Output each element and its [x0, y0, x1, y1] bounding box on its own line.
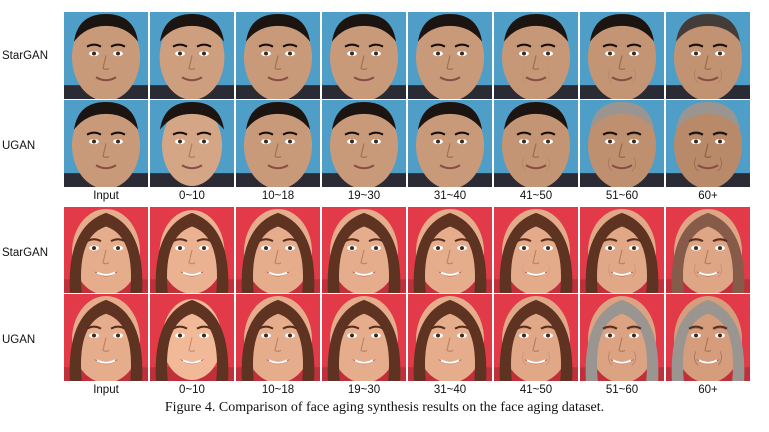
age-label-0-10: 0~10: [179, 384, 205, 396]
face-image-ugan-6: [580, 294, 664, 381]
face-image-stargan-4: [408, 12, 492, 99]
face-image-stargan-5: [494, 12, 578, 99]
face-image-stargan-7: [666, 12, 750, 99]
face-image-stargan-4: [408, 207, 492, 293]
age-label-31-40: 31~40: [433, 384, 467, 396]
face-image-ugan-2: [236, 294, 320, 381]
ugan-row: [64, 294, 752, 381]
age-label-input: Input: [93, 384, 119, 396]
age-label-31-40: 31~40: [433, 190, 467, 202]
face-image-ugan-1: [150, 100, 234, 187]
face-image-stargan-7: [666, 207, 750, 293]
face-image-stargan-6: [580, 12, 664, 99]
face-image-stargan-1: [150, 12, 234, 99]
age-label-10-18: 10~18: [261, 384, 295, 396]
age-label-19-30: 19~30: [347, 384, 381, 396]
face-image-ugan-4: [408, 294, 492, 381]
face-image-ugan-5: [494, 100, 578, 187]
face-image-ugan-5: [494, 294, 578, 381]
row-label-ugan: UGAN: [2, 334, 36, 346]
face-image-stargan-1: [150, 207, 234, 293]
age-label-10-18: 10~18: [261, 190, 295, 202]
face-image-ugan-4: [408, 100, 492, 187]
face-image-ugan-6: [580, 100, 664, 187]
age-label-0-10: 0~10: [179, 190, 205, 202]
age-labels: Input 0~10 10~18 19~30 31~40 41~50 51~60…: [64, 384, 752, 396]
stargan-row: [64, 12, 752, 99]
row-label-stargan: StarGAN: [2, 247, 49, 259]
face-image-stargan-2: [236, 12, 320, 99]
face-image-ugan-7: [666, 100, 750, 187]
face-image-stargan-2: [236, 207, 320, 293]
age-label-60-plus: 60+: [698, 384, 718, 396]
age-label-51-60: 51~60: [605, 384, 639, 396]
row-label-ugan: UGAN: [2, 140, 36, 152]
face-image-ugan-3: [322, 100, 406, 187]
age-label-41-50: 41~50: [519, 190, 553, 202]
figure-caption: Figure 4. Comparison of face aging synth…: [164, 400, 605, 415]
ugan-row: [64, 100, 752, 187]
face-image-stargan-5: [494, 207, 578, 293]
face-image-ugan-2: [236, 100, 320, 187]
age-label-input: Input: [93, 190, 119, 202]
face-image-stargan-0: [64, 12, 148, 99]
age-labels: Input 0~10 10~18 19~30 31~40 41~50 51~60…: [64, 190, 752, 202]
face-image-ugan-7: [666, 294, 750, 381]
row-label-stargan: StarGAN: [2, 50, 49, 62]
age-label-51-60: 51~60: [605, 190, 639, 202]
age-label-41-50: 41~50: [519, 384, 553, 396]
face-image-ugan-0: [64, 294, 148, 381]
age-label-19-30: 19~30: [347, 190, 381, 202]
face-image-ugan-3: [322, 294, 406, 381]
face-image-ugan-1: [150, 294, 234, 381]
face-image-ugan-0: [64, 100, 148, 187]
face-image-stargan-0: [64, 207, 148, 293]
face-image-stargan-3: [322, 12, 406, 99]
face-image-stargan-6: [580, 207, 664, 293]
age-label-60-plus: 60+: [698, 190, 718, 202]
stargan-row: [64, 207, 752, 293]
face-image-stargan-3: [322, 207, 406, 293]
